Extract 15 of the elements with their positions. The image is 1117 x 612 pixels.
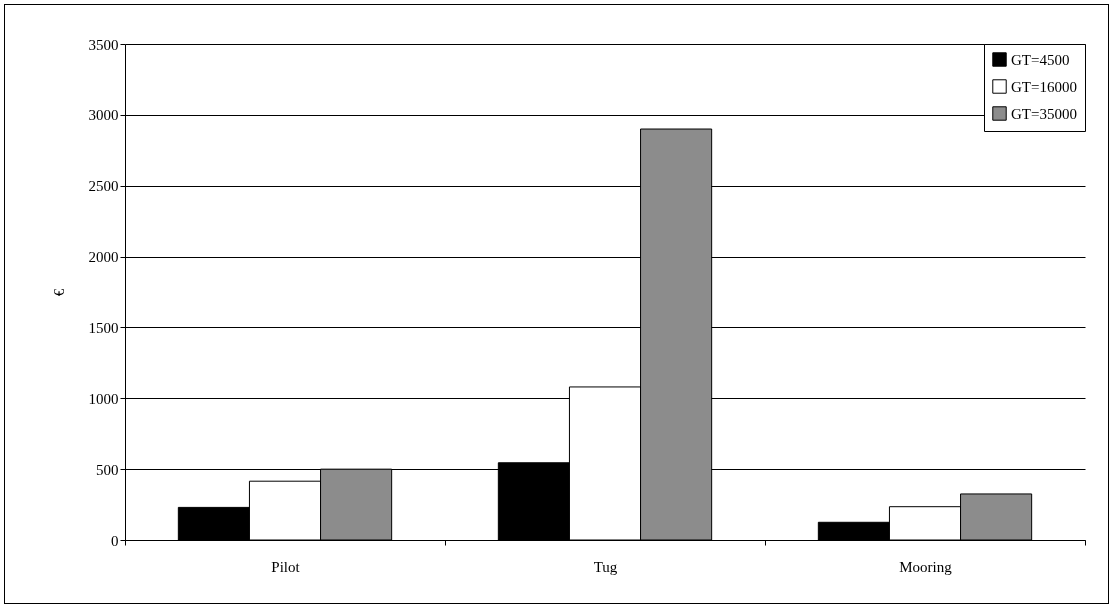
y-tick-label: 500: [96, 461, 119, 478]
y-tick-label: 2000: [88, 249, 119, 266]
y-axis-title: €: [50, 288, 67, 297]
y-tick-label: 1000: [88, 390, 119, 407]
legend-label: GT=16000: [1011, 78, 1077, 95]
y-tick-label: 0: [111, 532, 119, 549]
legend-label: GT=35000: [1011, 105, 1077, 122]
y-tick-label: 3000: [88, 107, 119, 124]
legend-label: GT=4500: [1011, 51, 1070, 68]
y-tick-label: 1500: [88, 319, 119, 336]
x-tick-label: Mooring: [899, 558, 953, 575]
x-tick-label: Pilot: [271, 558, 301, 575]
x-tick-label: Tug: [593, 558, 618, 575]
y-tick-label: 3500: [88, 36, 119, 53]
y-tick-label: 2500: [88, 178, 119, 195]
